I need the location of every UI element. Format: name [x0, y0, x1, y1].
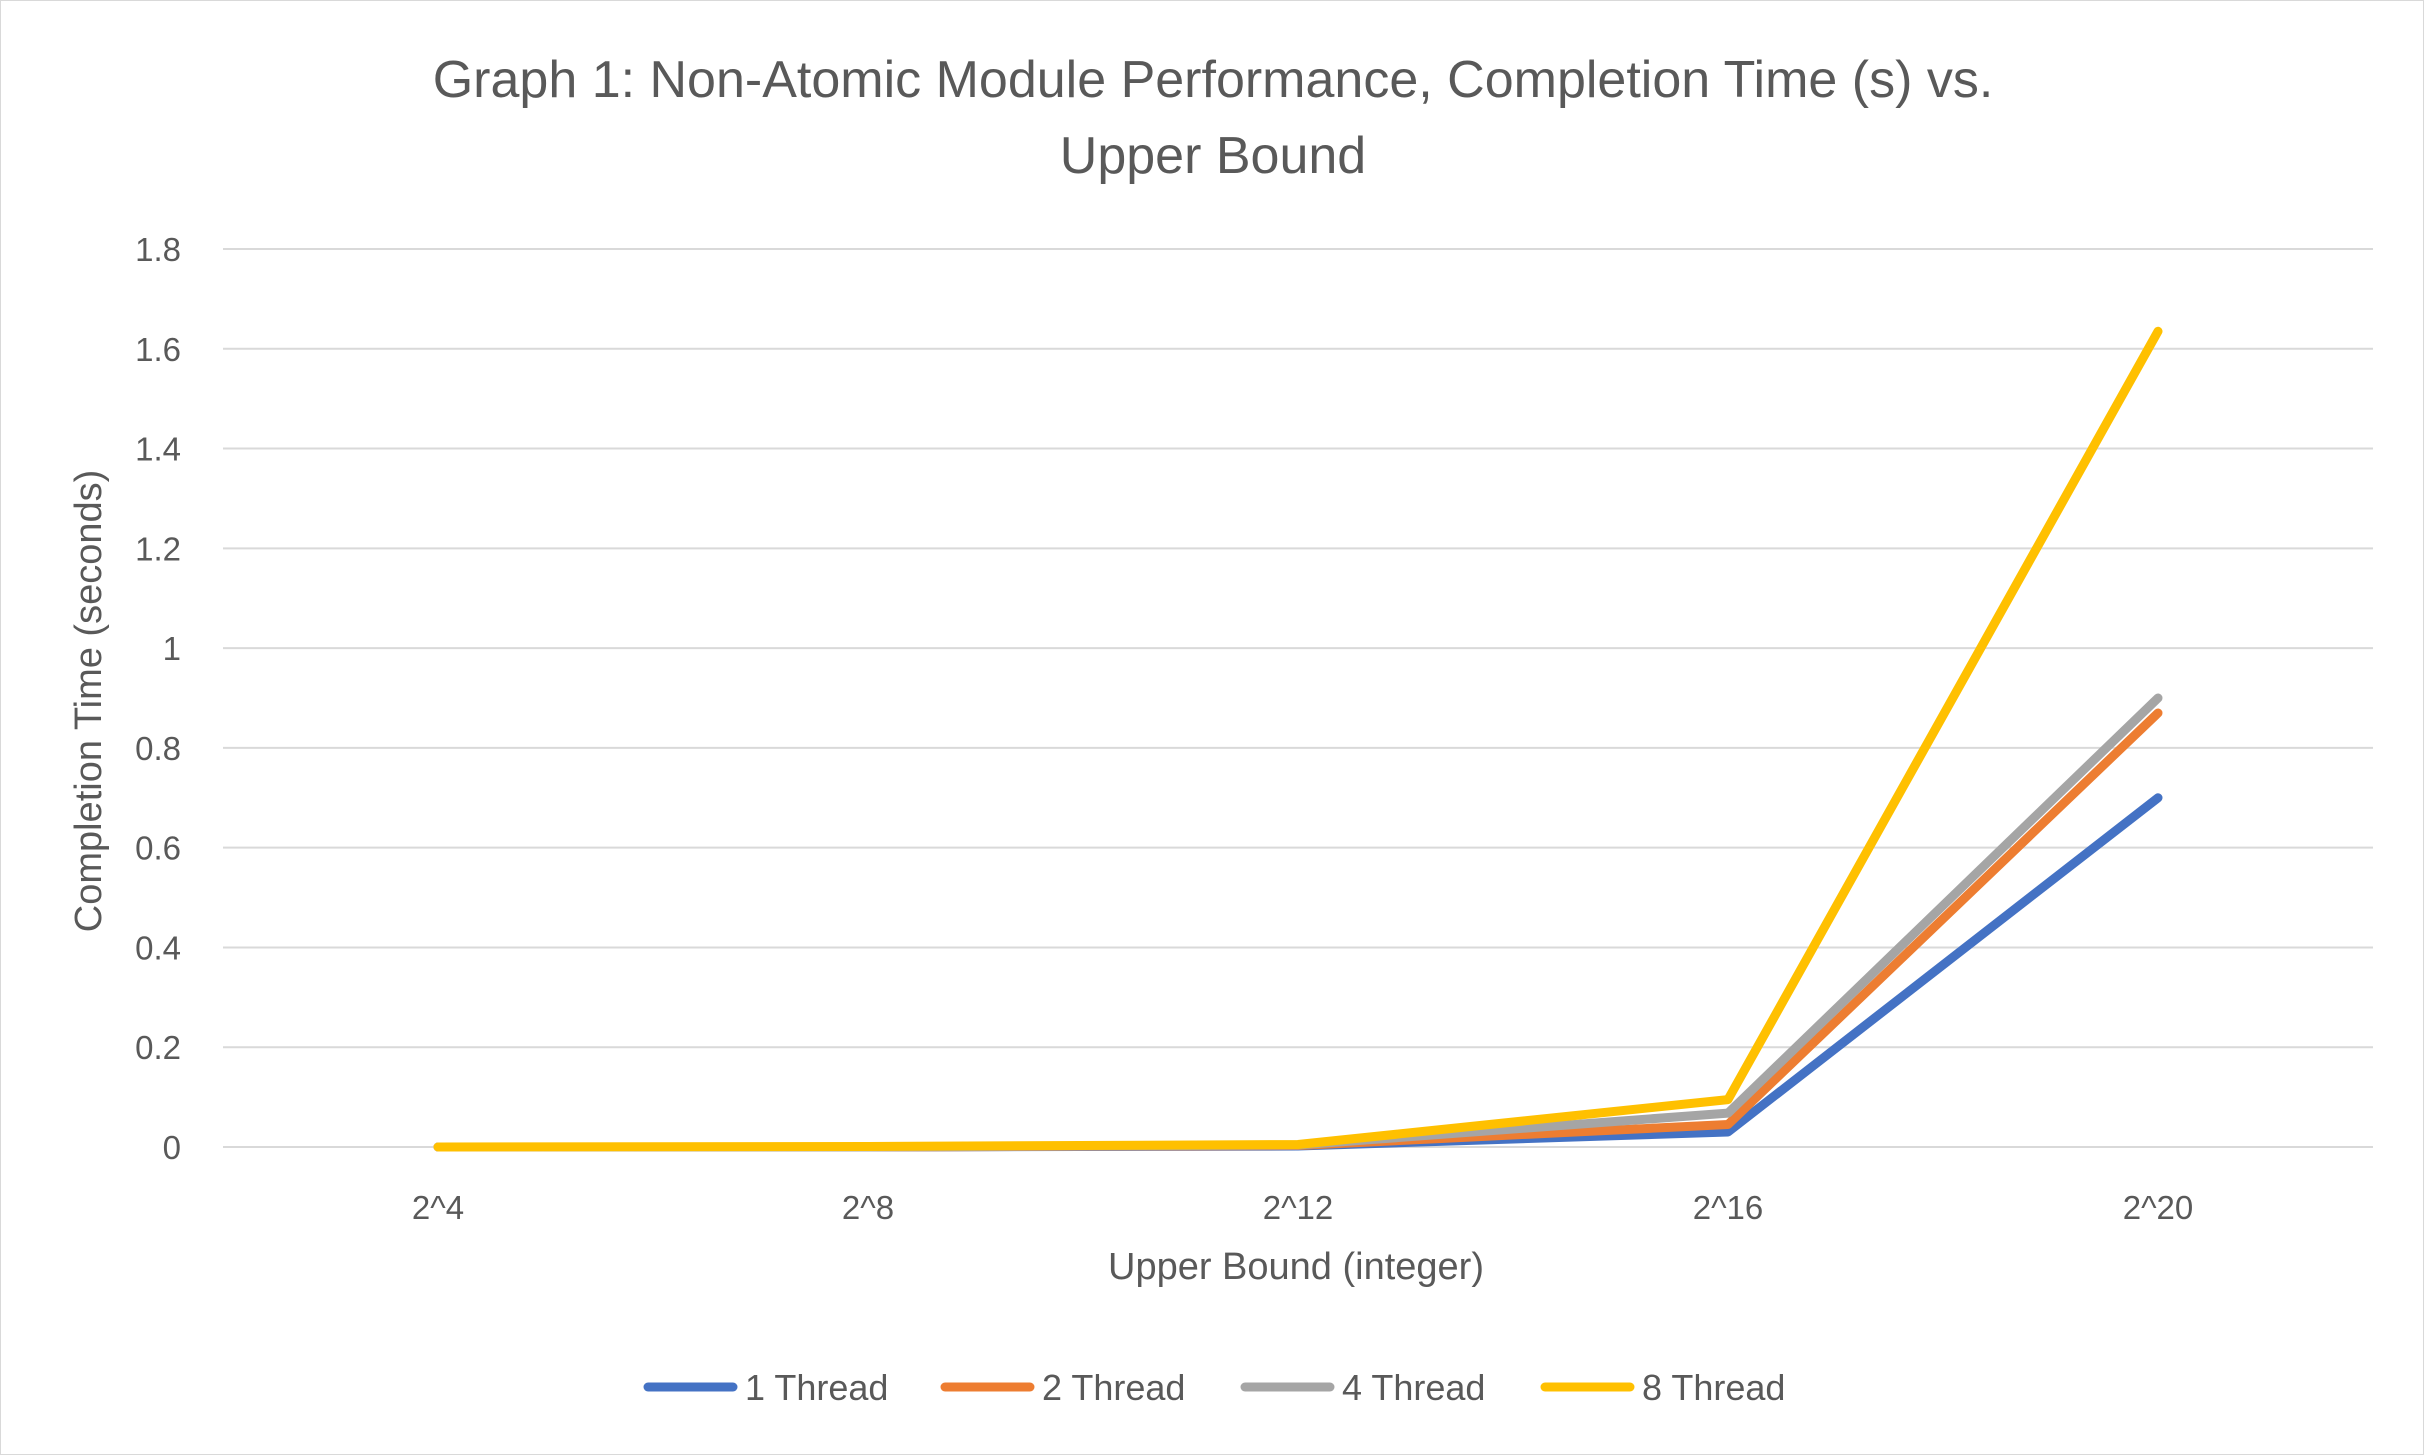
legend: 1 Thread 2 Thread 4 Thread 8 Thread — [643, 1367, 1785, 1408]
y-tick-label: 1.8 — [135, 231, 181, 268]
y-axis-title: Completion Time (seconds) — [68, 470, 110, 933]
legend-label-4-thread: 4 Thread — [1342, 1367, 1485, 1408]
y-tick-label: 1 — [163, 630, 181, 667]
x-tick-label: 2^20 — [2123, 1189, 2194, 1226]
y-tick-label: 0 — [163, 1129, 181, 1166]
legend-label-8-thread: 8 Thread — [1642, 1367, 1785, 1408]
x-axis-tick-labels: 2^4 2^8 2^12 2^16 2^20 — [412, 1189, 2193, 1226]
x-tick-label: 2^8 — [842, 1189, 894, 1226]
y-tick-label: 0.4 — [135, 929, 181, 966]
y-tick-label: 1.4 — [135, 431, 181, 468]
y-axis-tick-labels: 0 0.2 0.4 0.6 0.8 1 1.2 1.4 1.6 1.8 — [135, 231, 181, 1166]
y-tick-label: 0.6 — [135, 830, 181, 867]
series-lines — [433, 326, 2163, 1152]
y-tick-label: 1.6 — [135, 331, 181, 368]
legend-label-2-thread: 2 Thread — [1042, 1367, 1185, 1408]
y-tick-label: 0.8 — [135, 730, 181, 767]
legend-label-1-thread: 1 Thread — [745, 1367, 888, 1408]
gridlines — [223, 248, 2373, 1148]
x-tick-label: 2^12 — [1263, 1189, 1334, 1226]
x-tick-label: 2^16 — [1693, 1189, 1764, 1226]
chart-title-line-2: Upper Bound — [1060, 127, 1366, 185]
series-line-4-thread — [433, 693, 2163, 1152]
x-tick-label: 2^4 — [412, 1189, 464, 1226]
y-tick-label: 1.2 — [135, 530, 181, 567]
series-line-2-thread — [433, 708, 2163, 1152]
x-axis-title: Upper Bound (integer) — [1108, 1246, 1484, 1288]
y-tick-label: 0.2 — [135, 1029, 181, 1066]
chart-title-line-1: Graph 1: Non-Atomic Module Performance, … — [433, 51, 1994, 109]
series-line-1-thread — [433, 793, 2163, 1152]
series-line-8-thread — [433, 326, 2163, 1152]
